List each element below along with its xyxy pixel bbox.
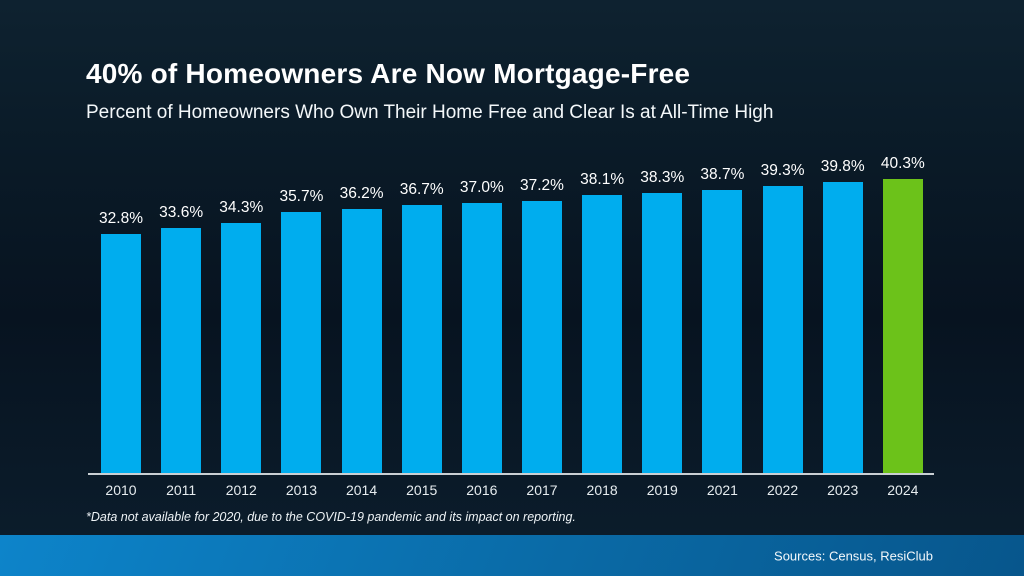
x-axis-tick-label: 2012 [225,482,257,498]
bar-group-2016: 37.0% [460,179,504,474]
bar-value-label: 38.7% [700,166,745,184]
bar-value-label: 40.3% [880,154,925,172]
x-axis-tick-label: 2015 [406,482,438,498]
bar [221,222,262,474]
bar-value-label: 32.8% [99,209,143,227]
bar [882,178,923,474]
x-axis-tick-label: 2016 [466,482,498,498]
bar [281,212,322,474]
bar [401,205,442,474]
x-axis-tick-label: 2017 [526,482,558,498]
x-axis-tick-labels: 2010 2011 2012 2013 2014 2015 2016 2017 2018 2019… [101,482,923,498]
chart-title: 40% of Homeowners Are Now Mortgage-Free [86,57,691,89]
bar [161,227,202,474]
bar [642,193,683,474]
bar-group-2019: 38.3% [640,169,684,474]
bar-group-2015: 36.7% [400,181,444,474]
bar-value-label: 33.6% [159,203,204,221]
x-axis-tick-label: 2023 [827,482,859,498]
bar-value-label: 37.2% [520,177,564,195]
bar-group-2010: 32.8% [99,210,143,474]
bar [762,185,803,474]
bar [822,182,863,474]
x-axis-tick-label: 2014 [345,482,378,498]
bar [582,194,623,474]
bar [702,190,743,474]
bar [521,201,562,474]
bar-group-2018: 38.1% [580,171,624,474]
x-axis-tick-label: 2019 [646,482,678,498]
bar-group-2023: 39.8% [821,158,865,474]
source-credit: Sources: Census, ResiClub [774,548,933,563]
bar-value-label: 39.3% [760,161,805,179]
x-axis-tick-label: 2010 [105,482,137,498]
bar-group-2022: 39.3% [761,162,805,474]
x-axis-tick-label: 2022 [766,482,799,498]
bar-value-label: 36.2% [339,184,384,202]
bar [341,208,382,474]
x-axis-tick-label: 2011 [166,482,197,498]
bar-group-2021: 38.7% [700,166,744,474]
bar [461,202,502,474]
bar-value-label: 36.7% [399,181,444,198]
bar-group-2014: 36.2% [340,185,384,474]
footer-bar: Sources: Census, ResiClub [0,535,1024,576]
chart-subtitle: Percent of Homeowners Who Own Their Home… [86,101,774,123]
bar-chart-plot-area: 32.8% 33.6% 34.3% 35.7% 36.2% 36.7% 37.0% 37.2%… [99,154,925,474]
bar-group-2024: 40.3% [881,155,925,474]
bar-value-label: 35.7% [279,188,324,206]
bar-value-label: 39.8% [820,158,865,176]
bar-group-2013: 35.7% [279,188,323,474]
bar-value-label: 37.0% [459,178,504,196]
bar-value-label: 34.3% [219,198,264,216]
bar-value-label: 38.3% [640,169,685,187]
bar-group-2011: 33.6% [159,204,203,474]
x-axis-line [88,473,934,475]
x-axis-tick-label: 2013 [285,482,317,498]
x-axis-tick-label: 2021 [706,482,738,498]
x-axis-tick-label: 2024 [887,482,919,498]
bar-group-2012: 34.3% [219,199,263,474]
chart-footnote: *Data not available for 2020, due to the… [86,510,576,524]
bar [101,233,141,474]
bar-group-2017: 37.2% [520,177,564,474]
bar-value-label: 38.1% [580,170,625,188]
x-axis-tick-label: 2018 [586,482,618,498]
